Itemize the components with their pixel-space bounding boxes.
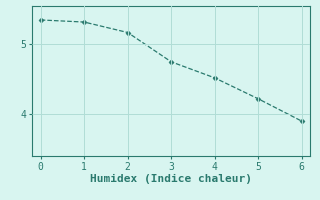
X-axis label: Humidex (Indice chaleur): Humidex (Indice chaleur) [90,174,252,184]
